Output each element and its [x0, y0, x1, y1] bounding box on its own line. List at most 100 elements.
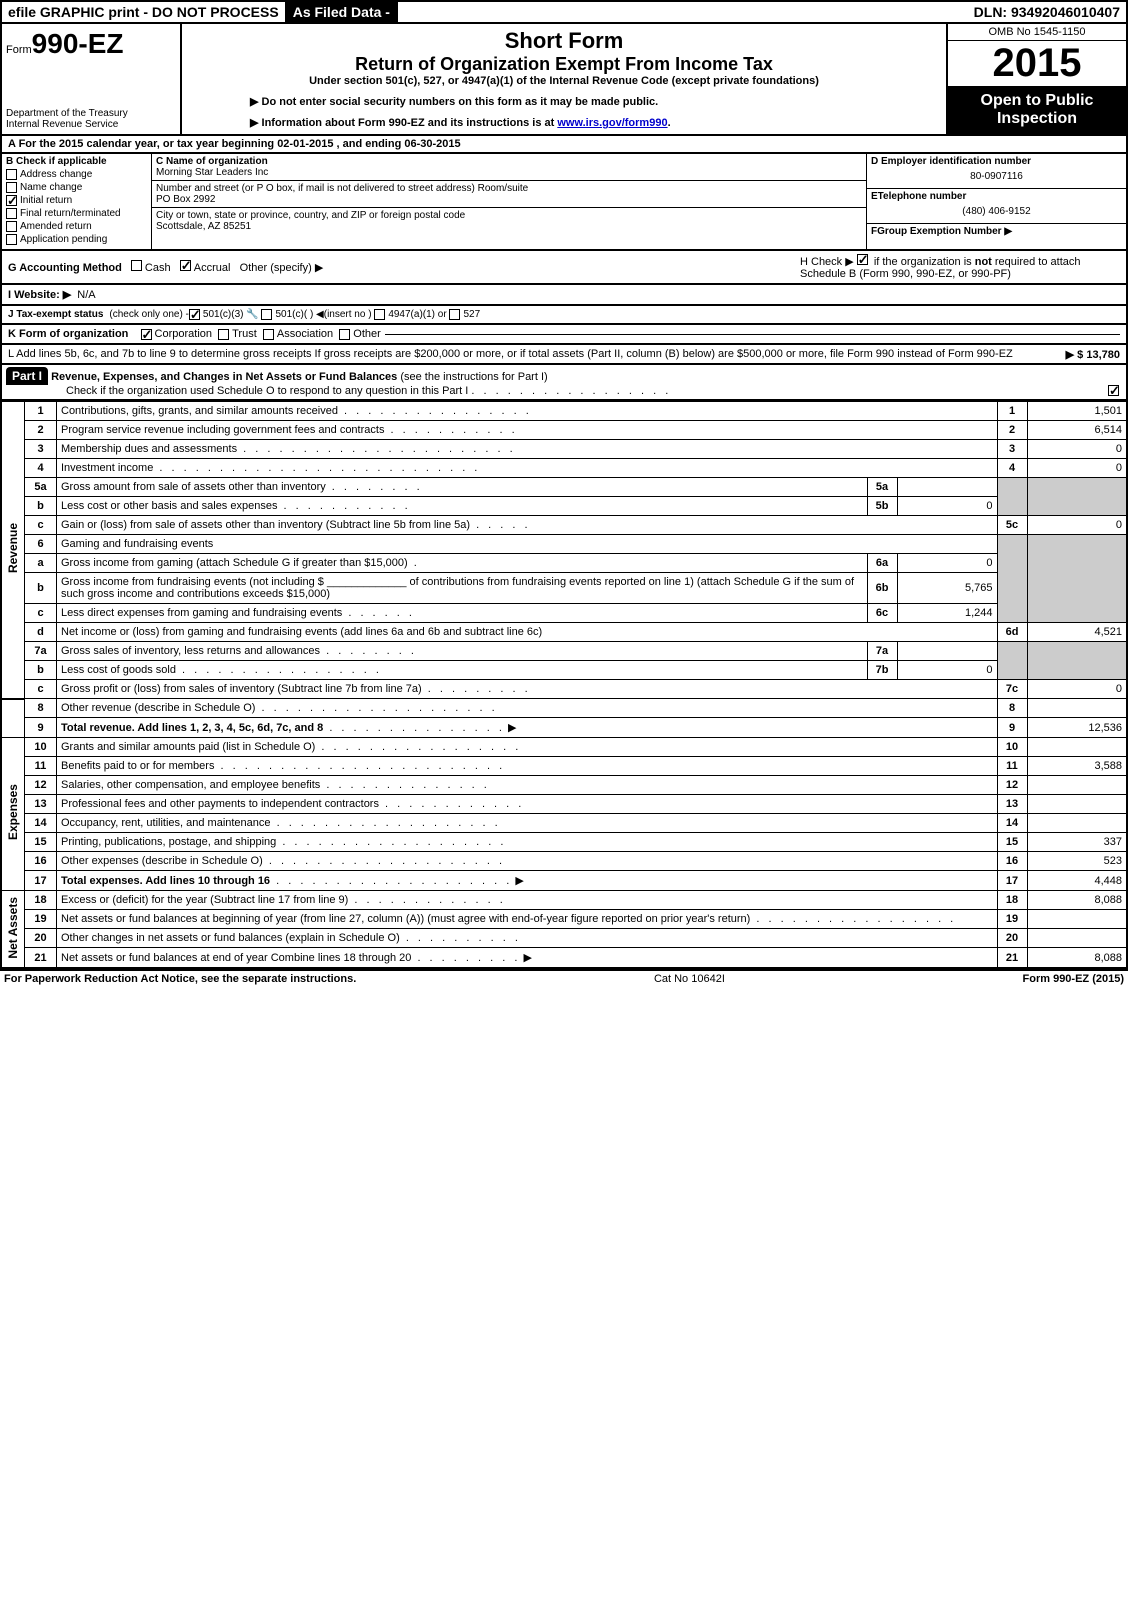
- as-filed-label: As Filed Data -: [285, 2, 398, 22]
- checkbox-icon[interactable]: [261, 309, 272, 320]
- netassets-sidebar: Net Assets: [1, 891, 25, 969]
- line-12: 12Salaries, other compensation, and empl…: [1, 776, 1127, 795]
- k-label: K Form of organization: [8, 328, 128, 340]
- footer-form-ref: Form 990-EZ (2015): [1023, 973, 1124, 985]
- line-6b: bGross income from fundraising events (n…: [1, 573, 1127, 604]
- phone-cell: ETelephone number (480) 406-9152: [867, 189, 1126, 224]
- chk-label: Amended return: [20, 221, 92, 232]
- checkbox-icon[interactable]: [374, 309, 385, 320]
- line-6d: dNet income or (loss) from gaming and fu…: [1, 623, 1127, 642]
- line-9: 9Total revenue. Add lines 1, 2, 3, 4, 5c…: [1, 718, 1127, 738]
- checkbox-checked-icon[interactable]: [180, 260, 191, 271]
- line-2: 2Program service revenue including gover…: [1, 421, 1127, 440]
- ein-label: D Employer identification number: [871, 156, 1122, 167]
- h-not: not: [975, 256, 992, 268]
- checkbox-icon: [6, 234, 17, 245]
- line-7c: cGross profit or (loss) from sales of in…: [1, 680, 1127, 699]
- open-line1: Open to Public: [950, 92, 1124, 110]
- line-15: 15Printing, publications, postage, and s…: [1, 833, 1127, 852]
- section-g: G Accounting Method Cash Accrual Other (…: [8, 260, 323, 274]
- check-address-change[interactable]: Address change: [6, 169, 147, 180]
- dept-irs: Internal Revenue Service: [6, 119, 176, 130]
- chk-label: Name change: [20, 182, 82, 193]
- check-initial-return[interactable]: Initial return: [6, 195, 147, 206]
- line-rv: 1,501: [1027, 402, 1127, 421]
- i-value: N/A: [77, 289, 95, 301]
- section-def: D Employer identification number 80-0907…: [866, 154, 1126, 249]
- g-other: Other (specify) ▶: [240, 262, 324, 274]
- irs-link[interactable]: www.irs.gov/form990: [557, 117, 667, 129]
- header-left: Form990-EZ Department of the Treasury In…: [2, 24, 182, 134]
- checkbox-icon[interactable]: [131, 260, 142, 271]
- section-k: K Form of organization Corporation Trust…: [0, 325, 1128, 345]
- header-middle: Short Form Return of Organization Exempt…: [182, 24, 946, 134]
- line-desc: Contributions, gifts, grants, and simila…: [57, 402, 998, 421]
- open-to-public: Open to Public Inspection: [948, 86, 1126, 134]
- line-4: 4Investment income . . . . . . . . . . .…: [1, 459, 1127, 478]
- k-trust: Trust: [232, 328, 257, 340]
- street-cell: Number and street (or P O box, if mail i…: [152, 181, 866, 208]
- ein-cell: D Employer identification number 80-0907…: [867, 154, 1126, 189]
- tax-year: 2015: [948, 41, 1126, 86]
- line-5b: bLess cost or other basis and sales expe…: [1, 497, 1127, 516]
- checkbox-icon[interactable]: [449, 309, 460, 320]
- chk-label: Initial return: [20, 195, 72, 206]
- section-a: A For the 2015 calendar year, or tax yea…: [0, 136, 1128, 154]
- footer-left: For Paperwork Reduction Act Notice, see …: [4, 973, 356, 985]
- h-text1: H Check ▶: [800, 256, 857, 268]
- omb-number: OMB No 1545-1150: [948, 24, 1126, 41]
- k-assoc: Association: [277, 328, 333, 340]
- k-other: Other: [353, 328, 381, 340]
- line-num: 1: [25, 402, 57, 421]
- section-b-title: B Check if applicable: [6, 156, 147, 167]
- check-final-return[interactable]: Final return/terminated: [6, 208, 147, 219]
- j-opt1: 501(c)(3): [203, 309, 244, 320]
- phone-label: ETelephone number: [871, 191, 1122, 202]
- section-j: J Tax-exempt status (check only one) - 5…: [0, 306, 1128, 325]
- checkbox-checked-icon[interactable]: [189, 309, 200, 320]
- line-14: 14Occupancy, rent, utilities, and mainte…: [1, 814, 1127, 833]
- org-name-label: C Name of organization: [156, 156, 862, 167]
- section-l: L Add lines 5b, 6c, and 7b to line 9 to …: [0, 345, 1128, 365]
- i-label: I Website: ▶: [8, 288, 71, 301]
- checkbox-checked-icon: [6, 195, 17, 206]
- row-g-h: G Accounting Method Cash Accrual Other (…: [0, 251, 1128, 285]
- instr2-pre: ▶ Information about Form 990-EZ and its …: [250, 117, 557, 129]
- l-value: ▶ $ 13,780: [1066, 348, 1120, 361]
- line-7a: 7aGross sales of inventory, less returns…: [1, 642, 1127, 661]
- checkbox-icon: [6, 221, 17, 232]
- street-value: PO Box 2992: [156, 194, 862, 205]
- line-11: 11Benefits paid to or for members . . . …: [1, 757, 1127, 776]
- subtitle: Under section 501(c), 527, or 4947(a)(1)…: [190, 75, 938, 87]
- chk-label: Application pending: [20, 234, 107, 245]
- top-bar: efile GRAPHIC print - DO NOT PROCESS As …: [0, 0, 1128, 24]
- line-1: Revenue 1 Contributions, gifts, grants, …: [1, 402, 1127, 421]
- line-6: 6Gaming and fundraising events: [1, 535, 1127, 554]
- checkbox-icon: [6, 182, 17, 193]
- checkbox-checked-icon[interactable]: [141, 329, 152, 340]
- checkbox-icon[interactable]: [263, 329, 274, 340]
- instruction-info: ▶ Information about Form 990-EZ and its …: [190, 116, 938, 129]
- org-name-cell: C Name of organization Morning Star Lead…: [152, 154, 866, 181]
- street-label: Number and street (or P O box, if mail i…: [156, 183, 862, 194]
- chk-label: Address change: [20, 169, 92, 180]
- k-other-line: [385, 334, 1120, 335]
- line-6a: aGross income from gaming (attach Schedu…: [1, 554, 1127, 573]
- checkbox-icon[interactable]: [339, 329, 350, 340]
- line-17: 17Total expenses. Add lines 10 through 1…: [1, 871, 1127, 891]
- org-name-value: Morning Star Leaders Inc: [156, 167, 862, 178]
- info-grid: B Check if applicable Address change Nam…: [0, 154, 1128, 251]
- j-note: (check only one) -: [109, 309, 188, 320]
- checkbox-checked-icon[interactable]: [857, 254, 868, 265]
- j-opt2: 501(c)( ) ◀(insert no ): [275, 309, 371, 320]
- check-amended[interactable]: Amended return: [6, 221, 147, 232]
- checkbox-icon[interactable]: [218, 329, 229, 340]
- j-opt4: 527: [463, 309, 480, 320]
- check-name-change[interactable]: Name change: [6, 182, 147, 193]
- checkbox-checked-icon[interactable]: [1108, 385, 1119, 396]
- check-pending[interactable]: Application pending: [6, 234, 147, 245]
- group-exemption-cell: FGroup Exemption Number ▶: [867, 224, 1126, 239]
- expenses-sidebar: Expenses: [1, 738, 25, 891]
- l-text: L Add lines 5b, 6c, and 7b to line 9 to …: [8, 348, 1013, 360]
- line-19: 19Net assets or fund balances at beginni…: [1, 910, 1127, 929]
